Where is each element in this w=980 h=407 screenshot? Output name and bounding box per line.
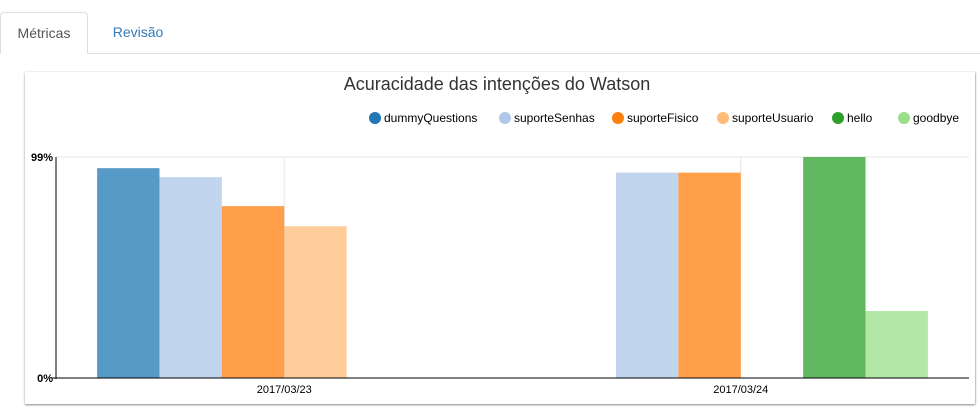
legend-swatch-suporteFisico[interactable] xyxy=(612,112,624,124)
x-tick-label: 2017/03/24 xyxy=(713,384,768,396)
bar-hello-2017/03/24[interactable] xyxy=(803,157,866,378)
tab-metricas[interactable]: Métricas xyxy=(0,12,88,54)
bar-dummyQuestions-2017/03/23[interactable] xyxy=(97,168,160,378)
chart-legend: dummyQuestions suporteSenhas suporteFisico… xyxy=(369,111,959,125)
legend-label-suporteUsuario[interactable]: suporteUsuario xyxy=(732,111,814,125)
chart-bars xyxy=(97,157,928,378)
legend-label-hello[interactable]: hello xyxy=(847,111,873,125)
y-tick-label: 99% xyxy=(31,152,53,164)
x-tick-label: 2017/03/23 xyxy=(257,384,312,396)
legend-label-suporteFisico[interactable]: suporteFisico xyxy=(627,111,699,125)
chart-axes: 99% 0% 2017/03/23 2017/03/24 xyxy=(31,152,969,396)
bar-goodbye-2017/03/24[interactable] xyxy=(865,311,928,378)
legend-swatch-hello[interactable] xyxy=(832,112,844,124)
tab-revisao[interactable]: Revisão xyxy=(112,24,164,40)
bar-chart: Acuracidade das intenções do Watson dumm… xyxy=(31,74,969,396)
legend-label-goodbye[interactable]: goodbye xyxy=(913,111,959,125)
bar-suporteFisico-2017/03/24[interactable] xyxy=(678,172,741,378)
legend-swatch-suporteSenhas[interactable] xyxy=(499,112,511,124)
bar-suporteUsuario-2017/03/23[interactable] xyxy=(284,226,347,378)
chart-panel: Acuracidade das intenções do Watson dumm… xyxy=(25,72,975,404)
legend-swatch-goodbye[interactable] xyxy=(898,112,910,124)
legend-label-dummyQuestions[interactable]: dummyQuestions xyxy=(384,111,477,125)
bar-suporteSenhas-2017/03/24[interactable] xyxy=(615,172,679,378)
legend-swatch-dummyQuestions[interactable] xyxy=(369,112,381,124)
tab-bar: Métricas Revisão xyxy=(0,0,980,54)
y-tick-label: 0% xyxy=(37,373,53,385)
legend-label-suporteSenhas[interactable]: suporteSenhas xyxy=(514,111,595,125)
chart-title: Acuracidade das intenções do Watson xyxy=(344,74,651,94)
bar-suporteFisico-2017/03/23[interactable] xyxy=(221,206,285,378)
legend-swatch-suporteUsuario[interactable] xyxy=(717,112,729,124)
bar-suporteSenhas-2017/03/23[interactable] xyxy=(159,177,222,378)
